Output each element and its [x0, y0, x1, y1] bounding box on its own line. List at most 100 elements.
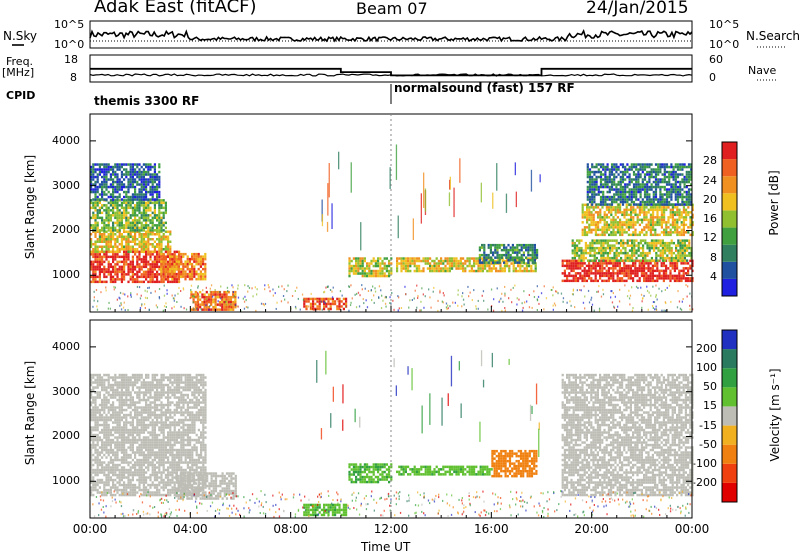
cell-r0 [156, 278, 159, 281]
cell-r8 [444, 267, 447, 270]
cell-r10 [632, 264, 635, 268]
cell-r10 [610, 259, 613, 263]
cell-r8 [497, 259, 500, 263]
cell-r9 [533, 256, 536, 259]
cell-r11 [615, 246, 618, 250]
cell-r11 [672, 251, 675, 255]
cell-r5 [203, 305, 206, 309]
cell-r12 [608, 233, 611, 237]
noise-cell [462, 298, 465, 301]
cell-r13 [681, 180, 684, 184]
cell-r12 [643, 213, 646, 217]
cell-r13 [608, 168, 611, 171]
cell-r9 [487, 261, 490, 264]
noise-cell [212, 295, 214, 298]
cell-r12 [601, 231, 604, 234]
cell-r10 [640, 274, 643, 278]
cell-r12 [583, 233, 586, 237]
cell-r11 [580, 256, 583, 260]
noise-cell [247, 290, 249, 293]
cell-r0 [129, 265, 132, 269]
cell-r13 [635, 193, 638, 196]
noise-cell [267, 284, 269, 286]
cell-r8 [407, 269, 410, 273]
cell-r10 [643, 264, 646, 268]
noise-cell [124, 293, 126, 296]
cell-r0 [90, 403, 93, 407]
cell-r13 [599, 183, 603, 186]
cell-r12 [616, 211, 619, 214]
cell-r1 [123, 245, 126, 248]
cell-r13 [685, 193, 688, 196]
cell-r12 [586, 211, 589, 214]
cell-r10 [570, 259, 573, 263]
cell-r4 [180, 252, 183, 256]
cell-r10 [684, 267, 687, 270]
cell-r0 [90, 493, 93, 497]
cell-r11 [604, 239, 607, 242]
cell-r7 [390, 262, 393, 265]
cell-r8 [418, 259, 421, 263]
cell-r2 [134, 216, 137, 220]
cell-r10 [662, 269, 665, 273]
cell-r9 [492, 243, 495, 247]
cell-r8 [534, 269, 537, 273]
cell-r13 [679, 165, 682, 169]
cell-r7 [352, 257, 355, 260]
cell-r0 [138, 250, 141, 254]
noise-cell [162, 309, 164, 312]
cell-r2 [123, 199, 126, 202]
cell-r0 [98, 255, 101, 259]
cell-r0 [140, 275, 143, 279]
cell-r0 [90, 383, 93, 387]
noise-cell [127, 309, 129, 311]
cell-r1 [160, 245, 163, 248]
cell-r13 [595, 180, 598, 184]
cell-r3 [109, 185, 112, 189]
noise-cell [596, 290, 598, 293]
cell-r11 [631, 241, 634, 245]
cell-r7 [385, 274, 388, 278]
cell-r9 [531, 251, 534, 254]
cell-r10 [625, 269, 628, 273]
noise-cell [310, 292, 312, 295]
cell-r9 [536, 251, 539, 254]
cell-r12 [663, 216, 666, 219]
cell-r4 [162, 277, 165, 281]
cell-r12 [687, 226, 690, 229]
cell-r10 [614, 264, 617, 268]
cell-r5 [229, 298, 233, 301]
cell-r13 [615, 188, 618, 191]
cell-r7 [390, 257, 393, 260]
cell-r11 [657, 239, 660, 242]
cell-r3 [153, 165, 156, 169]
cell-r0 [94, 403, 97, 407]
cell-r6 [320, 297, 323, 301]
cell-r0 [125, 263, 128, 266]
cell-r9 [485, 253, 488, 257]
cell-r0 [94, 446, 97, 449]
cell-r12 [586, 226, 589, 229]
cell-r5 [190, 295, 193, 299]
cell-r12 [638, 231, 641, 234]
cell-r11 [613, 256, 616, 260]
cell-r0 [92, 278, 95, 281]
cell-r4 [160, 255, 163, 258]
cell-r7 [381, 259, 384, 263]
cell-r1 [109, 233, 112, 236]
cell-r2 [164, 201, 167, 205]
cell-r0 [92, 486, 95, 489]
cell-r4 [204, 275, 207, 278]
cell-r5 [232, 305, 235, 309]
cell-r12 [654, 233, 657, 237]
cell-r11 [620, 249, 623, 252]
cell-r3 [92, 165, 95, 169]
cell-r11 [633, 251, 636, 255]
cell-r7 [390, 272, 393, 275]
cell-r5 [227, 290, 230, 294]
cell-r2 [149, 209, 152, 212]
cell-r13 [588, 200, 592, 204]
cell-r13 [648, 175, 651, 179]
cell-r3 [103, 163, 106, 166]
cell-r13 [683, 175, 686, 179]
